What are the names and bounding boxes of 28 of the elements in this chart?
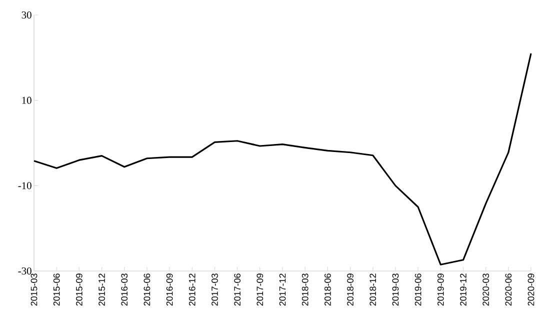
x-tick-label: 2020-03 <box>482 274 490 306</box>
x-tick-label: 2016-09 <box>166 274 173 306</box>
x-tick-label: 2018-12 <box>370 274 376 306</box>
x-tick-label: 2017-09 <box>256 274 264 306</box>
y-tick-label: -30 <box>18 267 32 275</box>
x-tick-label: 2016-06 <box>144 274 150 306</box>
x-tick-label: 2015-09 <box>76 274 82 306</box>
x-tick-label: 2017-12 <box>279 274 286 306</box>
x-tick-label: 2017-06 <box>234 274 241 306</box>
x-tick-label: 2020-06 <box>505 274 512 306</box>
x-tick-label: 2015-12 <box>98 274 105 306</box>
x-tick-label: 2020-09 <box>528 274 534 306</box>
x-tick-label: 2016-03 <box>121 274 128 306</box>
x-tick-label: 2019-06 <box>414 274 422 306</box>
line-series <box>33 52 532 266</box>
y-tick-label: 10 <box>22 96 32 104</box>
x-tick-label: 2019-03 <box>392 274 399 306</box>
x-tick-label: 2015-03 <box>30 274 38 306</box>
x-tick-label: 2019-12 <box>460 274 466 306</box>
x-tick-label: 2016-12 <box>188 274 196 306</box>
x-tick-label: 2015-06 <box>53 274 60 306</box>
x-tick-label: 2018-09 <box>347 274 354 306</box>
x-tick-label: 2019-09 <box>437 274 444 306</box>
x-tick-label: 2018-06 <box>324 274 331 306</box>
y-tick-label: 30 <box>22 11 32 19</box>
y-tick-label: -10 <box>18 182 32 190</box>
x-tick-label: 2017-03 <box>212 274 218 306</box>
x-tick-label: 2018-03 <box>302 274 308 306</box>
